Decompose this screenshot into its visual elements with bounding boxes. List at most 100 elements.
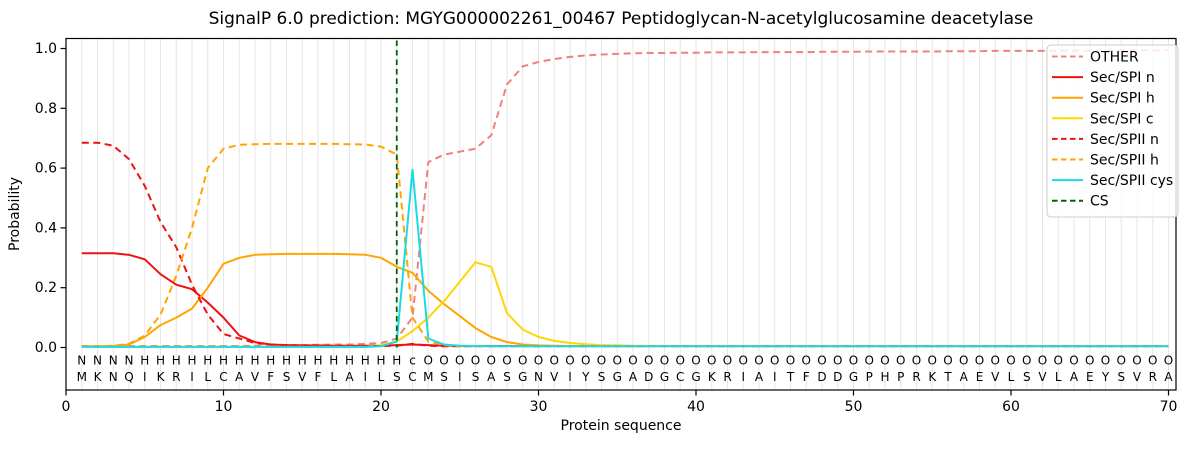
curve-sec-spi-h — [81, 252, 1169, 348]
annotation-letter: O — [1117, 354, 1126, 368]
sequence-letter: G — [518, 370, 527, 384]
sequence-letter: A — [960, 370, 969, 384]
sequence-letter: E — [976, 370, 984, 384]
annotation-letter: O — [849, 354, 858, 368]
annotation-letter: H — [298, 354, 307, 368]
sequence-letter: R — [723, 370, 731, 384]
y-tick-label: 0.4 — [35, 220, 57, 236]
annotation-letter: c — [409, 354, 416, 368]
sequence-letter: Y — [581, 370, 590, 384]
annotation-letter: O — [1132, 354, 1141, 368]
sequence-letter: R — [912, 370, 920, 384]
annotation-letter: O — [1069, 354, 1078, 368]
annotation-letter: O — [880, 354, 889, 368]
annotation-letter: N — [93, 354, 102, 368]
sequence-letter: S — [440, 370, 448, 384]
legend-label-sec-spi-n: Sec/SPI n — [1090, 70, 1155, 86]
annotation-letter: O — [739, 354, 748, 368]
sequence-letter: D — [833, 370, 842, 384]
annotation-letter: O — [660, 354, 669, 368]
annotation-letter: O — [1038, 354, 1047, 368]
annotation-letter: O — [802, 354, 811, 368]
annotation-letter: H — [282, 354, 291, 368]
annotation-letter: O — [817, 354, 826, 368]
sequence-letter: L — [204, 370, 211, 384]
sequence-letter: K — [157, 370, 166, 384]
annotation-letter: O — [534, 354, 543, 368]
x-tick-label: 40 — [687, 399, 705, 415]
annotation-letter: H — [345, 354, 354, 368]
y-axis-label: Probability — [7, 177, 23, 251]
sequence-letter: Y — [1101, 370, 1110, 384]
plot-area: 0 10 20 30 40 50 60 700.00.20.40.60.81.0NMNKNNN… — [35, 37, 1179, 415]
annotation-letter: O — [786, 354, 795, 368]
annotation-letter: O — [912, 354, 921, 368]
annotation-letter: H — [376, 354, 385, 368]
annotation-letter: O — [1101, 354, 1110, 368]
chart-title: SignalP 6.0 prediction: MGYG000002261_00… — [209, 9, 1034, 29]
sequence-letter: S — [283, 370, 291, 384]
annotation-letter: O — [865, 354, 874, 368]
legend-label-cs: CS — [1090, 194, 1109, 210]
y-tick-label: 0.0 — [35, 340, 57, 356]
annotation-letter: O — [1085, 354, 1094, 368]
annotation-letter: O — [628, 354, 637, 368]
sequence-letter: R — [1149, 370, 1157, 384]
annotation-letter: O — [1148, 354, 1157, 368]
annotation-letter: O — [471, 354, 480, 368]
sequence-letter: C — [219, 370, 227, 384]
sequence-letter: A — [487, 370, 496, 384]
sequence-letter: P — [897, 370, 904, 384]
sequence-letter: D — [644, 370, 653, 384]
annotation-letter: O — [581, 354, 590, 368]
sequence-letter: I — [773, 370, 777, 384]
x-tick-label: 20 — [372, 399, 390, 415]
annotation-letter: O — [928, 354, 937, 368]
sequence-letter: A — [629, 370, 638, 384]
x-tick-label: 30 — [530, 399, 548, 415]
sequence-letter: F — [267, 370, 274, 384]
sequence-letter: I — [458, 370, 462, 384]
sequence-letter: K — [94, 370, 103, 384]
sequence-letter: S — [598, 370, 606, 384]
sequence-letter: K — [708, 370, 717, 384]
sequence-letter: G — [660, 370, 669, 384]
annotation-letter: O — [1054, 354, 1063, 368]
sequence-letter: F — [803, 370, 810, 384]
curve-sec-spii-n — [81, 141, 1169, 348]
x-tick-label: 70 — [1160, 399, 1178, 415]
legend-label-other: OTHER — [1090, 50, 1139, 66]
axis-frame — [65, 37, 1177, 391]
sequence-letter: V — [1133, 370, 1142, 384]
sequence-letter: D — [817, 370, 826, 384]
sequence-letter: Q — [124, 370, 133, 384]
annotation-letter: N — [77, 354, 86, 368]
sequence-letter: N — [534, 370, 543, 384]
sequence-letter: V — [251, 370, 260, 384]
annotation-letter: O — [644, 354, 653, 368]
legend-label-sec-spii-h: Sec/SPII h — [1090, 153, 1159, 169]
annotation-letter: N — [125, 354, 134, 368]
sequence-letter: A — [1070, 370, 1079, 384]
sequence-letter: T — [786, 370, 795, 384]
legend-label-sec-spii-n: Sec/SPII n — [1090, 132, 1159, 148]
annotation-letter: H — [140, 354, 149, 368]
sequence-letter: A — [755, 370, 764, 384]
annotation-letter: O — [833, 354, 842, 368]
sequence-letter: N — [109, 370, 118, 384]
annotation-letter: O — [1022, 354, 1031, 368]
legend-label-sec-spi-h: Sec/SPI h — [1090, 91, 1155, 107]
curve-sec-spi-n — [81, 252, 1169, 347]
annotation-letter: O — [959, 354, 968, 368]
annotation-letter: N — [109, 354, 118, 368]
y-tick-label: 0.8 — [35, 101, 57, 117]
sequence-letter: E — [1086, 370, 1094, 384]
y-tick-label: 0.2 — [35, 280, 57, 296]
sequence-letter: A — [1164, 370, 1173, 384]
sequence-letter: V — [298, 370, 307, 384]
y-tick-label: 1.0 — [35, 41, 57, 57]
annotation-letter: O — [424, 354, 433, 368]
sequence-letter: F — [315, 370, 322, 384]
sequence-letter: S — [1023, 370, 1031, 384]
